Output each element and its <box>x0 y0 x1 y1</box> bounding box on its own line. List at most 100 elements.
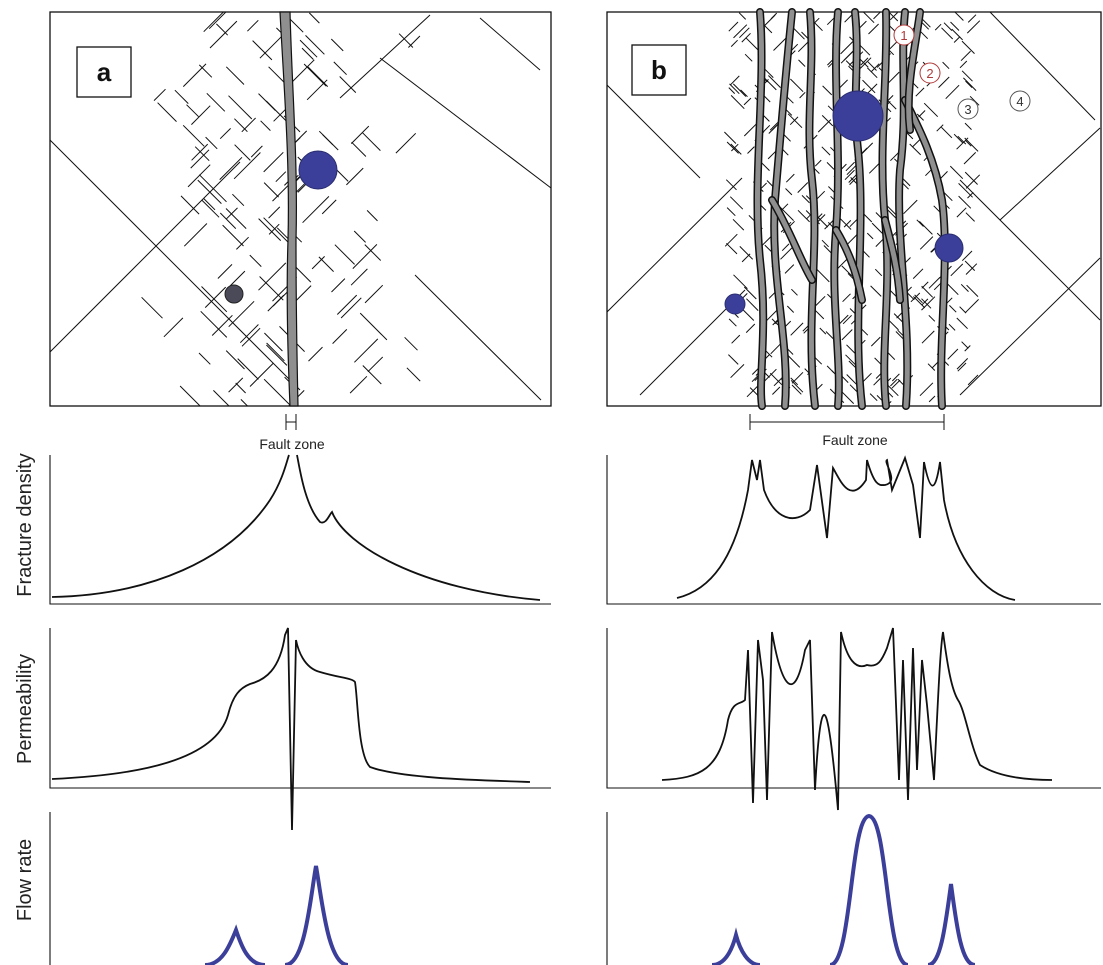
damage-fracture <box>826 162 835 170</box>
damage-fracture <box>260 120 271 131</box>
fault-strand <box>769 197 815 283</box>
axis-fracture-density-b <box>606 455 1101 605</box>
panel-b-letter: b <box>651 55 667 85</box>
background-fracture <box>414 274 542 401</box>
fluid-blob-large <box>298 150 338 190</box>
damage-fracture <box>204 286 227 308</box>
damage-fracture <box>943 191 953 202</box>
fault-strands <box>753 8 949 410</box>
damage-fracture <box>730 95 745 110</box>
damage-fracture <box>359 312 388 341</box>
damage-fracture <box>186 104 199 118</box>
damage-fracture <box>789 116 799 126</box>
damage-fracture <box>268 223 280 235</box>
damage-fracture <box>728 318 737 327</box>
damage-fracture <box>785 188 793 196</box>
damage-fracture <box>198 174 227 203</box>
damage-fracture <box>961 70 973 82</box>
damage-fracture <box>849 384 858 392</box>
damage-fracture <box>219 128 231 140</box>
damage-fracture <box>965 80 973 88</box>
fluid-blob-medium <box>934 233 964 263</box>
damage-fracture <box>746 298 759 311</box>
damage-fracture <box>728 21 739 32</box>
damage-fracture <box>816 268 830 283</box>
curve-fracture-density-b <box>676 455 1016 601</box>
damage-fracture <box>354 338 379 363</box>
damage-fracture <box>961 341 969 349</box>
damage-fracture <box>966 20 981 34</box>
damage-fracture <box>350 268 368 286</box>
damage-fracture <box>311 256 325 270</box>
damage-fracture <box>308 12 320 24</box>
damage-fracture <box>790 377 799 386</box>
damage-fracture <box>961 40 975 54</box>
damage-fracture <box>306 79 328 101</box>
damage-fracture <box>889 12 898 21</box>
damage-fracture <box>960 283 969 292</box>
damage-fracture <box>786 305 795 313</box>
damage-fracture <box>731 143 739 152</box>
damage-fracture <box>859 57 872 69</box>
panel-a-block-diagram: a Fault zone <box>49 11 552 452</box>
damage-fracture <box>846 374 858 386</box>
damage-fracture <box>237 358 259 380</box>
damage-fracture <box>770 12 778 20</box>
damage-fracture <box>860 57 869 66</box>
damage-fracture <box>330 38 344 52</box>
damage-fracture <box>842 314 852 325</box>
damage-fracture <box>239 324 259 344</box>
damage-fracture <box>945 282 959 296</box>
damage-fracture <box>732 218 745 231</box>
damage-fracture <box>842 293 851 303</box>
damage-fracture <box>790 78 804 93</box>
damage-fracture <box>790 322 804 336</box>
damage-fracture <box>742 309 755 321</box>
damage-fracture <box>950 21 960 31</box>
curve-fracture-density-a <box>51 454 541 601</box>
damage-fracture <box>203 198 216 211</box>
curve-flow-rate-b <box>711 813 976 965</box>
damage-fracture <box>966 284 979 297</box>
damage-fracture <box>841 265 853 277</box>
damage-fracture <box>205 136 218 150</box>
damage-fracture <box>965 212 975 222</box>
damage-fracture <box>770 343 782 355</box>
damage-fracture <box>362 365 382 385</box>
damage-fracture <box>235 382 246 394</box>
damage-fracture <box>773 37 787 51</box>
fault-strand <box>852 9 865 409</box>
damage-fracture <box>953 36 961 43</box>
damage-fracture <box>869 393 878 402</box>
damage-fracture <box>249 254 262 267</box>
damage-fracture <box>741 253 751 263</box>
damage-fracture <box>263 182 279 198</box>
axis-fracture-density-a <box>49 455 551 605</box>
damage-fracture <box>250 145 263 158</box>
damage-fracture <box>201 199 220 218</box>
fault-strand <box>902 97 948 409</box>
damage-fracture <box>928 395 936 403</box>
damage-fracture <box>747 146 755 154</box>
panel-a-frame <box>49 11 552 407</box>
damage-fracture <box>183 223 208 247</box>
damage-fracture <box>890 378 898 387</box>
damage-fracture <box>912 268 924 279</box>
damage-fracture <box>867 67 878 79</box>
damage-fracture <box>873 12 881 20</box>
damage-fracture <box>764 244 772 252</box>
damage-fracture <box>791 384 802 395</box>
damage-fracture <box>364 244 382 261</box>
damage-fracture <box>744 53 753 62</box>
background-fracture <box>607 177 743 313</box>
damage-fracture <box>921 330 935 344</box>
damage-fracture <box>963 152 977 165</box>
damage-fracture <box>957 362 967 372</box>
damage-fracture <box>928 314 936 322</box>
damage-fracture <box>903 199 918 215</box>
damage-fracture <box>209 20 238 49</box>
damage-fracture <box>336 169 349 182</box>
damage-fracture <box>263 151 284 173</box>
damage-fracture <box>790 379 804 393</box>
